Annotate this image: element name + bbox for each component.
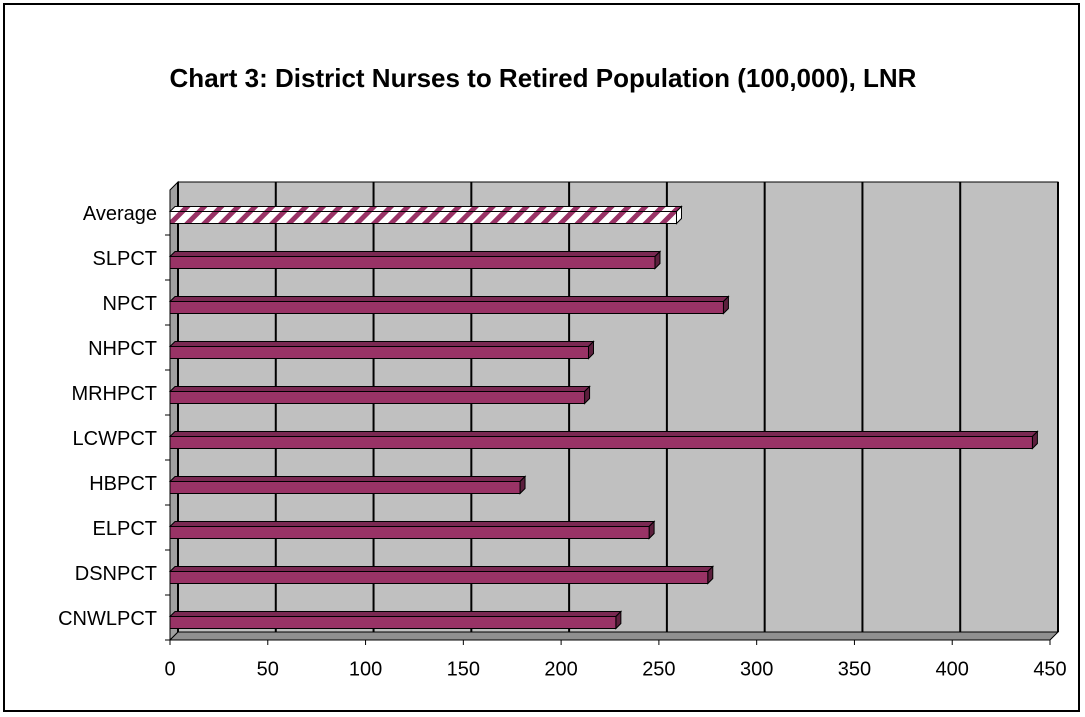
bar	[169, 526, 650, 539]
bar-top	[168, 521, 656, 527]
bar-top	[168, 251, 662, 257]
chart-title: Chart 3: District Nurses to Retired Popu…	[169, 63, 917, 93]
bar	[169, 211, 677, 224]
y-tick-label: NHPCT	[88, 338, 157, 360]
y-tick-label: DSNPCT	[75, 563, 157, 585]
x-tick-label: 450	[1033, 658, 1066, 680]
y-tick-label: Average	[83, 203, 157, 225]
x-tick-label: 250	[642, 658, 675, 680]
bar-top	[168, 206, 683, 212]
bar-top	[168, 611, 623, 617]
bar	[169, 571, 709, 584]
bar	[169, 301, 724, 314]
bar	[169, 616, 617, 629]
y-tick-label: SLPCT	[93, 248, 157, 270]
bar	[169, 481, 521, 494]
x-tick-label: 300	[740, 658, 773, 680]
y-tick-label: MRHPCT	[71, 383, 157, 405]
chart-frame	[3, 3, 1080, 712]
bar-top	[168, 296, 730, 302]
y-tick-label: LCWPCT	[73, 428, 157, 450]
bar-top	[168, 386, 591, 392]
bar-top	[168, 341, 595, 347]
x-tick-label: 100	[349, 658, 382, 680]
bar-top	[168, 431, 1039, 437]
y-tick-label: HBPCT	[89, 473, 157, 495]
bar-top	[168, 566, 714, 572]
back-wall	[177, 181, 1059, 633]
x-tick-label: 0	[164, 658, 175, 680]
y-tick-label: ELPCT	[93, 518, 157, 540]
x-tick-label: 200	[544, 658, 577, 680]
bar	[169, 436, 1033, 449]
floor	[168, 631, 1060, 641]
x-tick-label: 50	[257, 658, 279, 680]
bar	[169, 256, 656, 269]
x-tick-label: 350	[838, 658, 871, 680]
bar-top	[168, 476, 527, 482]
x-tick-label: 150	[447, 658, 480, 680]
y-tick-label: CNWLPCT	[58, 608, 157, 630]
x-tick-label: 400	[936, 658, 969, 680]
bar	[169, 346, 589, 359]
bar	[169, 391, 586, 404]
y-tick-label: NPCT	[103, 293, 157, 315]
